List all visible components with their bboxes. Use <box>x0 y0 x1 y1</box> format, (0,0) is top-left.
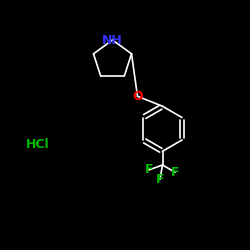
Text: F: F <box>156 173 164 186</box>
Text: NH: NH <box>102 34 123 46</box>
Text: O: O <box>132 90 143 103</box>
Text: F: F <box>144 164 153 176</box>
Text: HCl: HCl <box>26 138 49 151</box>
Text: F: F <box>171 166 179 179</box>
